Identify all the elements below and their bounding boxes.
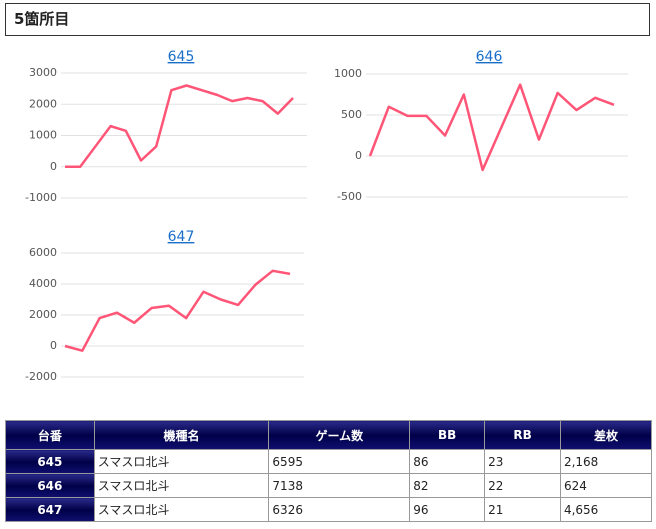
column-header: RB	[484, 420, 561, 450]
table-cell: スマスロ北斗	[93, 449, 270, 474]
y-tick-label: 0	[355, 149, 362, 162]
y-tick-label: 0	[50, 339, 57, 352]
y-tick-label: -1000	[25, 191, 57, 204]
column-header: 機種名	[93, 420, 270, 450]
column-header: 台番	[5, 420, 95, 450]
table-cell: 82	[409, 473, 486, 498]
table-cell: 23	[484, 449, 561, 474]
y-tick-label: 0	[50, 160, 57, 173]
table-cell: 21	[484, 497, 561, 522]
y-tick-label: 4000	[29, 277, 57, 290]
data-line	[65, 84, 294, 168]
y-tick-label: -500	[337, 190, 362, 203]
table-cell: 86	[409, 449, 486, 474]
y-tick-label: 1000	[334, 67, 362, 80]
table-cell: 2,168	[559, 449, 653, 474]
y-tick-label: -2000	[25, 370, 57, 383]
table-cell: スマスロ北斗	[93, 473, 270, 498]
section-title: 5箇所目	[5, 3, 650, 36]
column-header: ゲーム数	[268, 420, 411, 450]
table-cell: 6595	[268, 449, 411, 474]
table-body: 645 スマスロ北斗 6595 86 23 2,168 646 スマスロ北斗 7138 82 22 6…	[5, 449, 653, 522]
y-tick-label: 2000	[29, 97, 57, 110]
chart-title[interactable]: 645	[168, 49, 195, 65]
data-line	[64, 269, 291, 352]
machine-number: 646	[5, 473, 95, 498]
table-cell: 96	[409, 497, 486, 522]
y-tick-label: 2000	[29, 308, 57, 321]
table-cell: 4,656	[559, 497, 653, 522]
column-header: 差枚	[559, 420, 653, 450]
column-header: BB	[409, 420, 486, 450]
y-tick-label: 6000	[29, 246, 57, 259]
table-cell: 624	[559, 473, 653, 498]
table-cell: 6326	[268, 497, 411, 522]
table-row: 647 スマスロ北斗 6326 96 21 4,656	[5, 497, 653, 522]
data-line	[368, 83, 615, 172]
table-cell: スマスロ北斗	[93, 497, 270, 522]
table-cell: 7138	[268, 473, 411, 498]
table-cell: 22	[484, 473, 561, 498]
table-row: 645 スマスロ北斗 6595 86 23 2,168	[5, 449, 653, 474]
table-row: 646 スマスロ北斗 7138 82 22 624	[5, 473, 653, 498]
chart-title[interactable]: 646	[476, 49, 503, 65]
y-tick-label: 1000	[29, 129, 57, 142]
y-tick-label: 500	[341, 108, 362, 121]
y-tick-label: 3000	[29, 66, 57, 79]
charts: 645 -1000 0 1000 2000 3000 646 -500 0 500 1000 647 -…	[25, 49, 628, 383]
machine-number: 645	[5, 449, 95, 474]
result-table: 台番 機種名 ゲーム数 BB RB 差枚 645 スマスロ北斗 6595 86 23 2,168 64…	[5, 420, 653, 522]
table-header: 台番 機種名 ゲーム数 BB RB 差枚	[5, 420, 653, 450]
chart-title[interactable]: 647	[168, 229, 195, 245]
machine-number: 647	[5, 497, 95, 522]
